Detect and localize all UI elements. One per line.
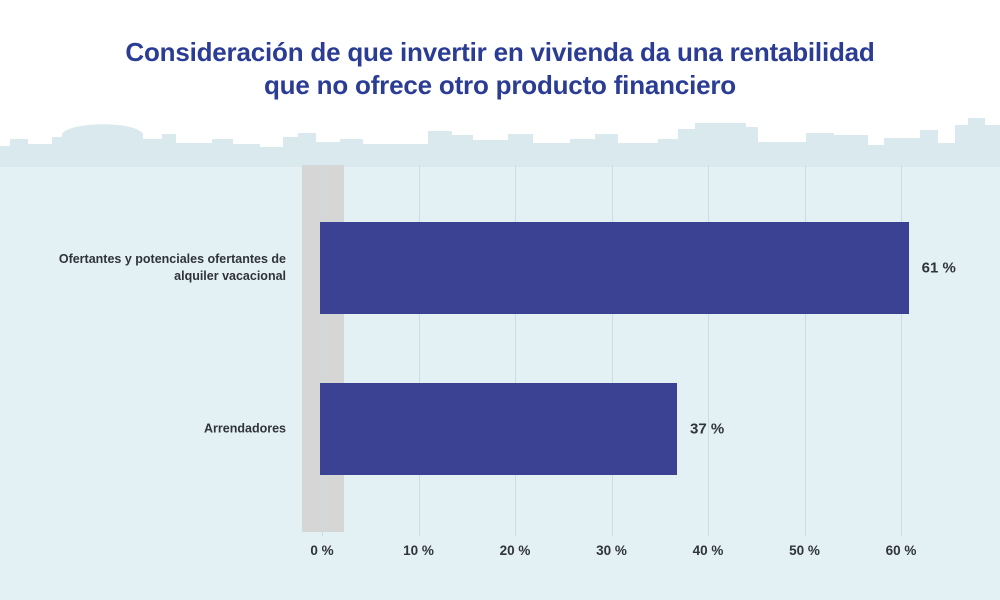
x-tick-label: 40 % bbox=[692, 543, 724, 558]
bar-0 bbox=[320, 222, 909, 314]
x-tick-label: 30 % bbox=[596, 543, 627, 558]
value-label-1: 37 % bbox=[690, 420, 725, 437]
x-tick-label: 10 % bbox=[403, 543, 434, 558]
gridline-40 bbox=[708, 165, 709, 536]
gridline-10 bbox=[418, 165, 420, 536]
category-label-1: Arrendadores bbox=[204, 421, 286, 436]
chart-title: Consideración de que invertir en viviend… bbox=[125, 37, 875, 100]
category-label-0: Ofertantes y potenciales ofertantes de a… bbox=[58, 252, 286, 283]
x-tick-label: 50 % bbox=[789, 543, 820, 558]
x-tick-label: 60 % bbox=[885, 543, 917, 558]
zero-axis-band bbox=[302, 165, 344, 532]
gridline-0 bbox=[322, 165, 323, 536]
x-tick-label: 0 % bbox=[310, 543, 334, 558]
city-skyline-silhouette bbox=[0, 118, 1000, 168]
x-tick-label: 20 % bbox=[499, 543, 531, 558]
gridline-20 bbox=[515, 165, 516, 536]
value-label-0: 61 % bbox=[921, 259, 956, 277]
bar-1 bbox=[320, 383, 678, 475]
gridline-50 bbox=[804, 165, 806, 536]
gridline-30 bbox=[611, 165, 613, 536]
skyline-shape bbox=[0, 118, 1000, 168]
gridline-60 bbox=[901, 165, 902, 536]
